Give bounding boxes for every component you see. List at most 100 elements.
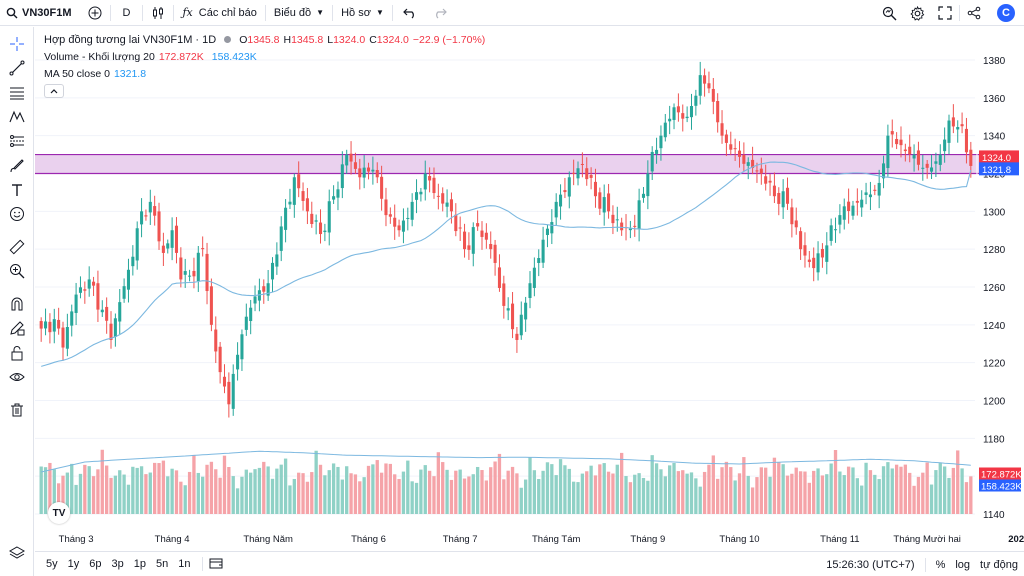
candle-body [157,211,161,242]
text-tool[interactable] [6,179,28,201]
interval-button[interactable]: D [122,6,131,19]
fib-tool[interactable] [6,82,28,104]
ruler-tool[interactable] [6,236,28,258]
profile-menu[interactable]: Hồ sơ ▼ [333,0,392,26]
candle-body [44,321,48,329]
volume-bar [545,462,550,514]
volume-bar [790,473,794,514]
share-button[interactable] [960,0,988,26]
volume-bar [550,464,554,514]
candle-body [676,106,680,113]
quick-search-button[interactable] [875,0,903,26]
projection-tool[interactable] [6,130,28,152]
range-5y[interactable]: 5y [46,558,58,570]
volume-bar [275,468,279,514]
chart-pane[interactable]: 1140116011801200122012401260128013001320… [35,27,1024,551]
x-tick-label: Tháng 4 [155,534,190,545]
stay-drawing-tool[interactable] [6,317,28,339]
object-tree-button[interactable] [6,542,28,564]
fullscreen-button[interactable] [931,0,959,26]
range-5n[interactable]: 5n [156,558,169,570]
brand-logo-icon: C [997,4,1015,22]
candle-body [593,181,597,197]
volume-bar [541,470,545,514]
delete-tool[interactable] [6,399,28,421]
x-tick-label: Tháng 9 [630,534,665,545]
calendar-icon [209,558,222,568]
volume-bar [812,470,816,514]
candle-body [497,267,501,288]
redo-button[interactable] [427,0,453,26]
zoom-tool[interactable] [6,260,28,282]
range-1n[interactable]: 1n [178,558,191,570]
candle-body [449,199,453,212]
volume-bar [641,477,646,514]
lock-tool[interactable] [6,342,28,364]
emoji-tool[interactable] [6,203,28,225]
volume-bar [74,484,78,514]
horizontal-lines-icon [10,87,24,100]
volume-bar [179,481,183,514]
volume-bar [894,464,899,514]
brand-logo[interactable]: C [988,0,1024,26]
redo-icon [435,8,447,18]
chart-type-menu[interactable]: Biểu đồ ▼ [266,0,332,26]
range-1y[interactable]: 1y [67,558,80,570]
volume-bar [222,455,227,514]
candle-body [716,101,720,123]
candle-body [589,175,593,178]
candle-body [829,225,833,241]
range-1p[interactable]: 1p [133,558,146,570]
date-range-button[interactable] [209,557,223,572]
separator [109,4,111,21]
candle-body [109,323,113,340]
zoom-search-icon [882,6,896,20]
settings-button[interactable] [903,0,931,26]
hide-tool[interactable] [6,366,28,388]
candle-body [668,118,672,122]
volume-bar [52,469,56,514]
trendline-tool[interactable] [6,57,28,79]
candle-body [244,316,248,330]
legend-ma-row[interactable]: MA 50 close 0 1321.8 [44,65,489,82]
candle-body [825,245,829,262]
candle-body [375,170,379,178]
pattern-tool[interactable] [6,106,28,128]
candle-body [838,215,842,225]
auto-toggle[interactable]: tự động [980,558,1018,571]
range-3p[interactable]: 3p [111,558,124,570]
magnet-tool[interactable] [6,293,28,315]
chart-style-button[interactable] [143,0,173,26]
volume-bar [218,477,222,514]
candle-body [288,201,292,205]
symbol-search[interactable]: VN30F1M [0,0,80,26]
volume-bar [497,453,502,514]
range-6p[interactable]: 6p [89,558,102,570]
volume-bar [113,475,118,514]
candle-body [340,164,344,189]
legend-volume-row[interactable]: Volume - Khối lượng 20 172.872K 158.423K [44,48,489,65]
candle-body [393,217,397,227]
volume-bar [864,462,868,514]
projection-icon [10,135,24,147]
legend-collapse-button[interactable] [44,84,64,98]
candle-body [323,230,327,233]
volume-bar [148,472,152,514]
candle-body [855,200,859,203]
clock[interactable]: 15:26:30 (UTC+7) [826,558,915,571]
undo-button[interactable] [393,0,427,26]
close-label: C [369,33,377,46]
change-value: −22.9 (−1.70%) [412,33,486,46]
percent-toggle[interactable]: % [935,558,946,571]
zoom-in-icon [10,264,25,279]
candle-body [463,231,467,250]
volume-bar [235,488,240,514]
volume-bar [781,464,785,514]
log-toggle[interactable]: log [955,558,971,571]
indicators-button[interactable]: ƒx Các chỉ báo [174,0,264,26]
brush-tool[interactable] [6,155,28,177]
crosshair-tool[interactable] [6,33,28,55]
compare-button[interactable] [80,0,110,26]
price-chart[interactable]: 1140116011801200122012401260128013001320… [35,27,1024,551]
tradingview-logo[interactable]: TV [48,502,70,524]
